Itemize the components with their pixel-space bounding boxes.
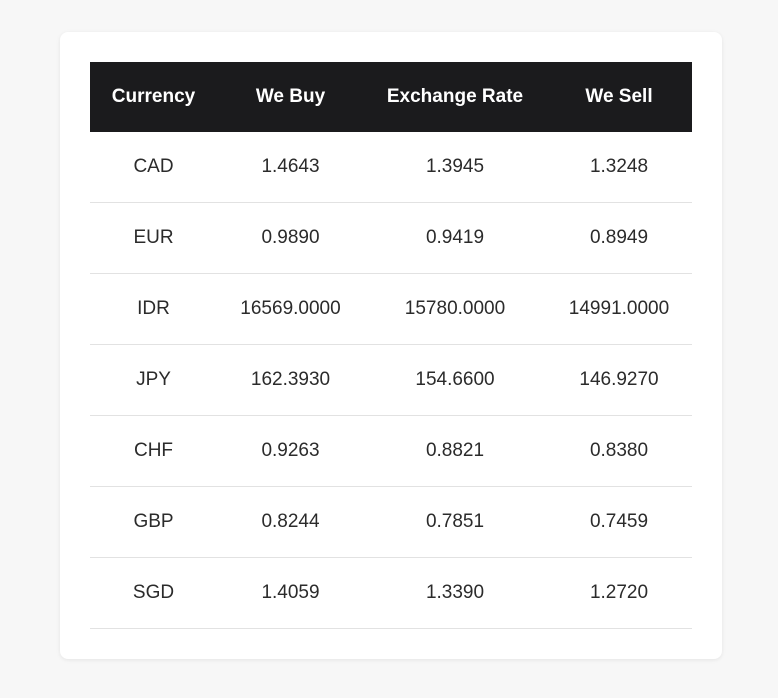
currency-code-cell: SGD (90, 557, 217, 629)
table-row: JPY 162.3930 154.6600 146.9270 (90, 344, 692, 416)
we-sell-cell: 0.8949 (546, 202, 692, 274)
we-buy-cell: 0.8244 (217, 486, 364, 558)
table-row: CAD 1.4643 1.3945 1.3248 (90, 132, 692, 203)
we-sell-cell: 146.9270 (546, 344, 692, 416)
we-buy-cell: 162.3930 (217, 344, 364, 416)
exchange-rate-cell: 15780.0000 (364, 273, 546, 345)
exchange-rate-cell: 1.3945 (364, 132, 546, 203)
we-buy-cell: 0.9263 (217, 415, 364, 487)
header-exchange-rate: Exchange Rate (364, 62, 546, 132)
currency-code-cell: CHF (90, 415, 217, 487)
we-buy-cell: 1.4643 (217, 132, 364, 203)
table-row: IDR 16569.0000 15780.0000 14991.0000 (90, 273, 692, 345)
table-row: CHF 0.9263 0.8821 0.8380 (90, 415, 692, 487)
currency-code-cell: GBP (90, 486, 217, 558)
table-row: EUR 0.9890 0.9419 0.8949 (90, 202, 692, 274)
header-currency: Currency (90, 62, 217, 132)
exchange-rate-cell: 1.3390 (364, 557, 546, 629)
exchange-rate-table: Currency We Buy Exchange Rate We Sell CA… (90, 62, 692, 629)
exchange-rate-cell: 154.6600 (364, 344, 546, 416)
exchange-rate-cell: 0.9419 (364, 202, 546, 274)
table-body: CAD 1.4643 1.3945 1.3248 EUR 0.9890 0.94… (90, 132, 692, 629)
header-we-buy: We Buy (217, 62, 364, 132)
we-sell-cell: 0.8380 (546, 415, 692, 487)
currency-code-cell: JPY (90, 344, 217, 416)
table-row: SGD 1.4059 1.3390 1.2720 (90, 557, 692, 629)
currency-code-cell: EUR (90, 202, 217, 274)
exchange-rate-cell: 0.8821 (364, 415, 546, 487)
header-row: Currency We Buy Exchange Rate We Sell (90, 62, 692, 132)
header-we-sell: We Sell (546, 62, 692, 132)
we-buy-cell: 1.4059 (217, 557, 364, 629)
we-sell-cell: 14991.0000 (546, 273, 692, 345)
table-header: Currency We Buy Exchange Rate We Sell (90, 62, 692, 132)
exchange-rate-card: Currency We Buy Exchange Rate We Sell CA… (60, 32, 722, 659)
we-sell-cell: 1.3248 (546, 132, 692, 203)
we-buy-cell: 16569.0000 (217, 273, 364, 345)
currency-code-cell: IDR (90, 273, 217, 345)
we-sell-cell: 0.7459 (546, 486, 692, 558)
currency-code-cell: CAD (90, 132, 217, 203)
we-buy-cell: 0.9890 (217, 202, 364, 274)
we-sell-cell: 1.2720 (546, 557, 692, 629)
table-row: GBP 0.8244 0.7851 0.7459 (90, 486, 692, 558)
exchange-rate-cell: 0.7851 (364, 486, 546, 558)
